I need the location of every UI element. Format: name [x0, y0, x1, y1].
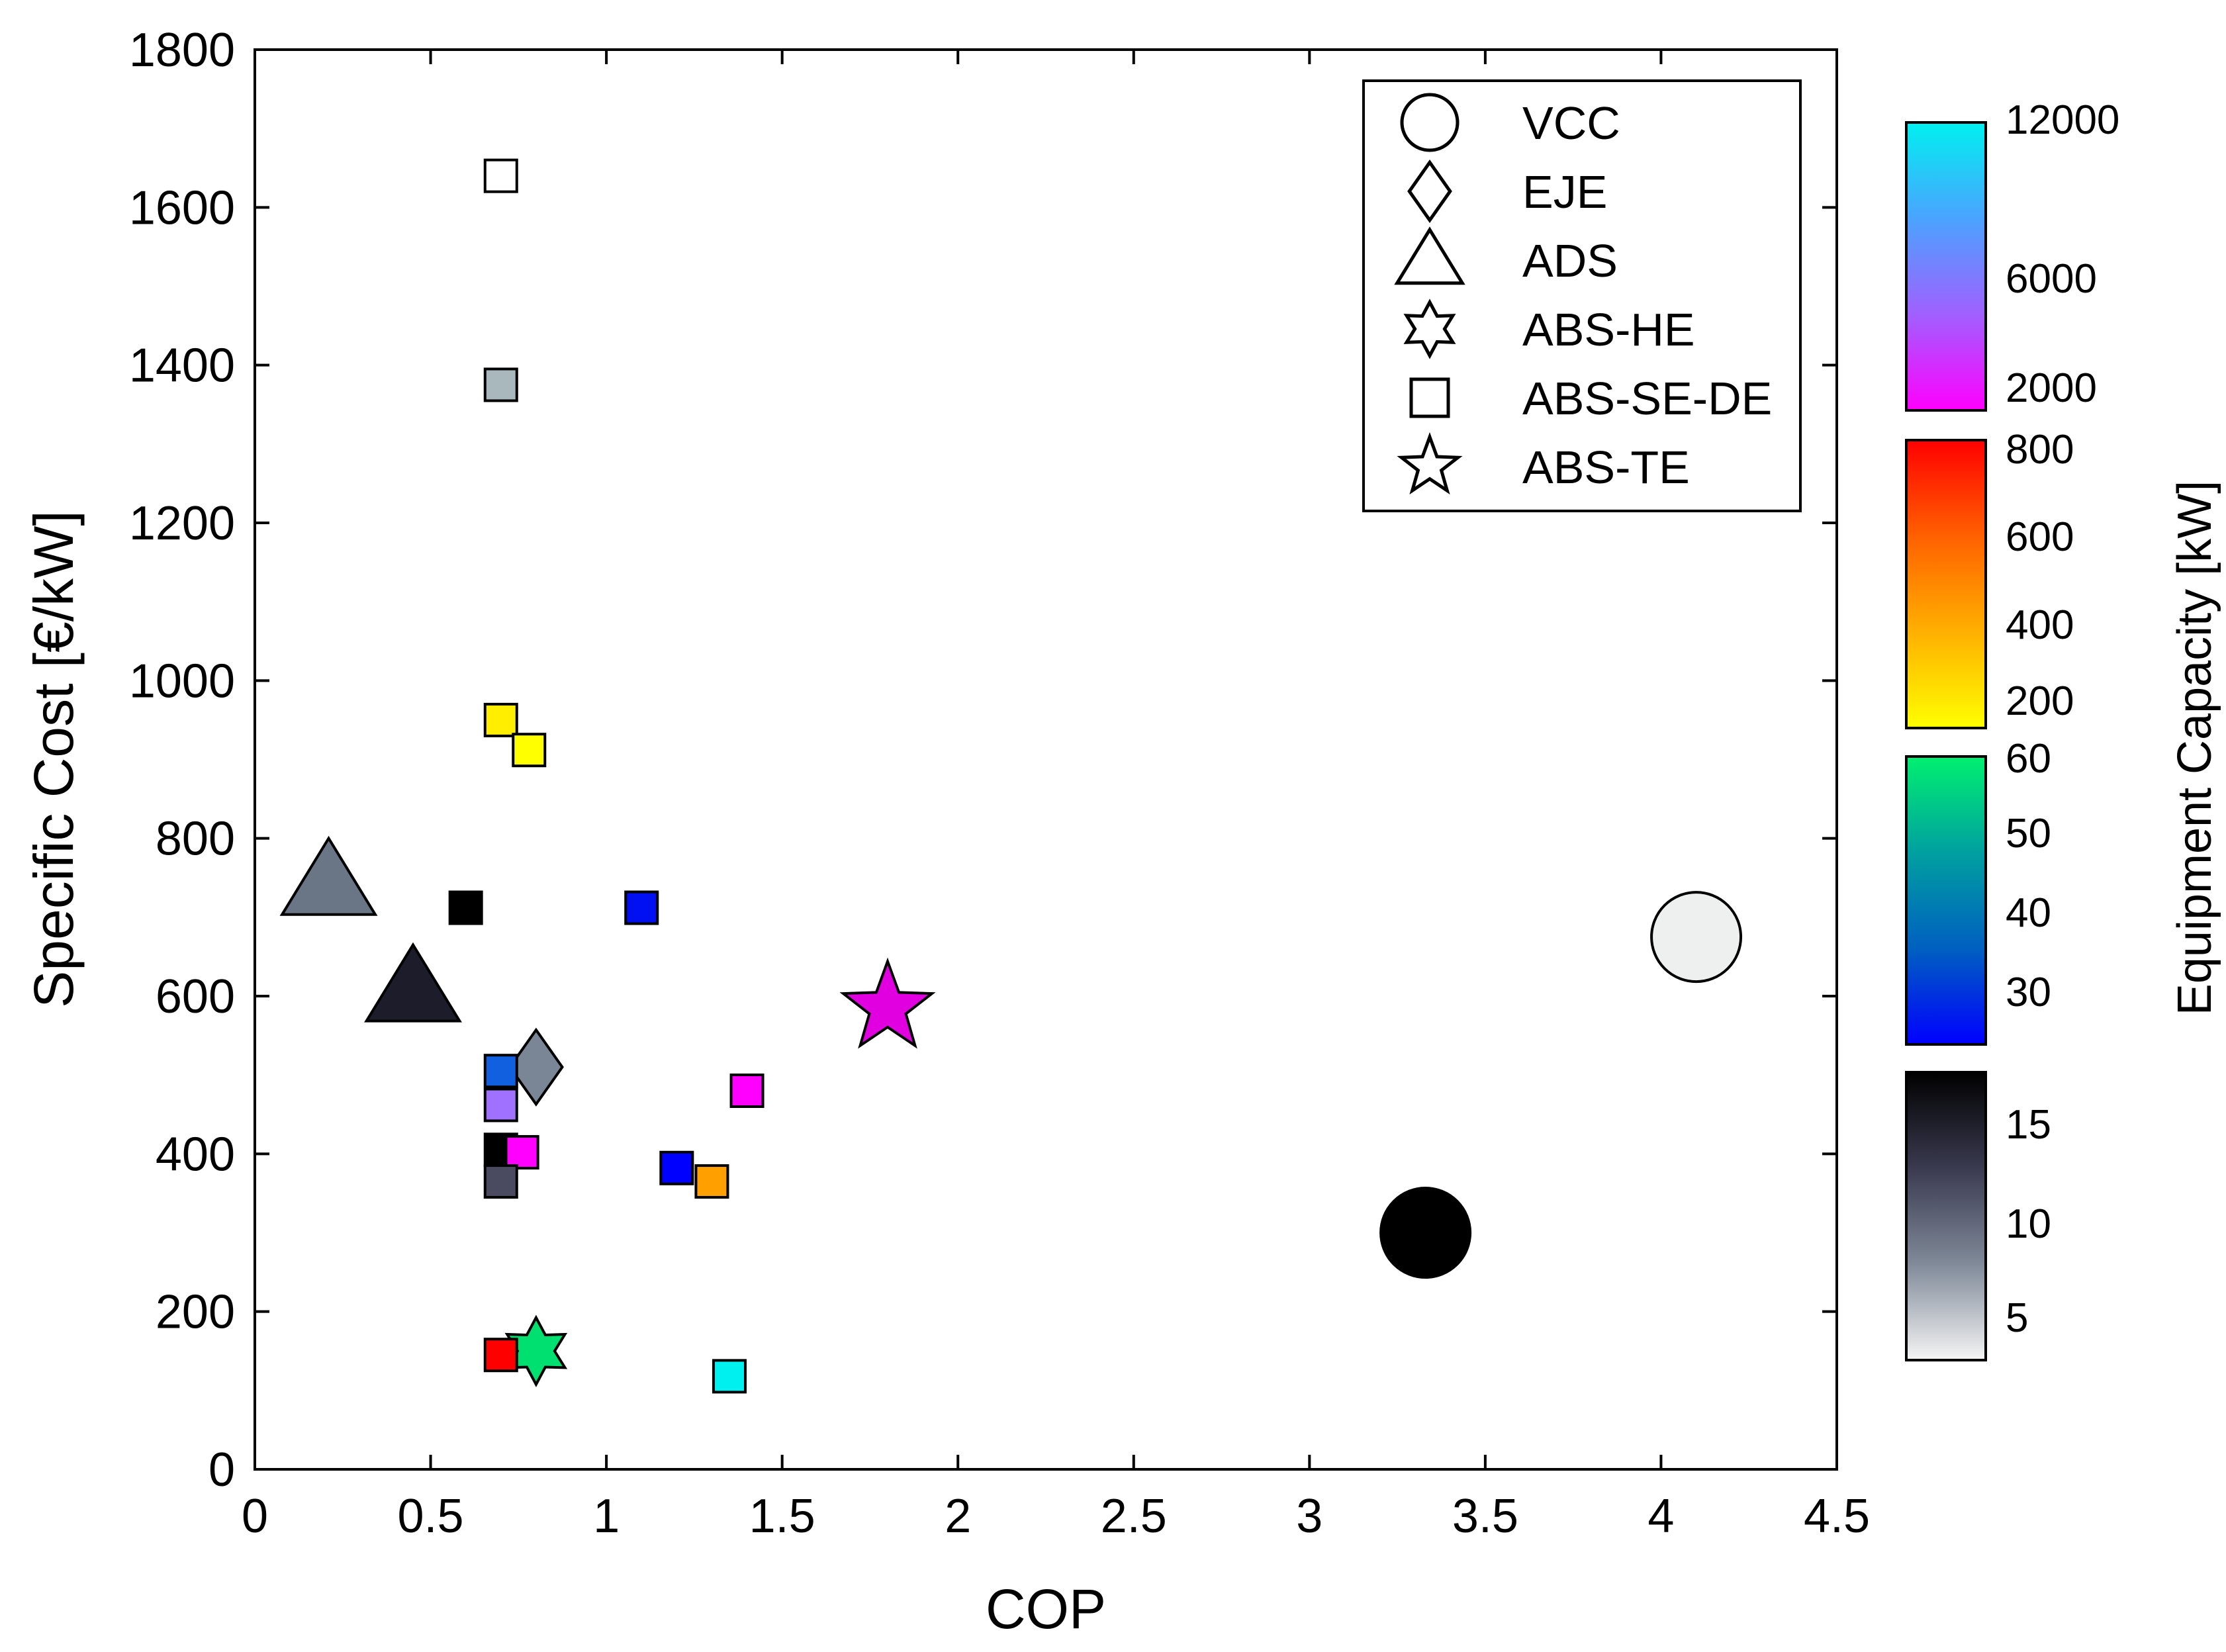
y-tick-label: 200 [156, 1286, 235, 1339]
x-tick-label: 4 [1647, 1490, 1674, 1543]
colorbar-tick-label: 5 [2006, 1295, 2028, 1341]
legend-label: ABS-HE [1522, 304, 1695, 355]
y-tick-label: 1000 [129, 655, 235, 708]
x-tick-label: 3.5 [1452, 1490, 1518, 1543]
legend-marker-abs-se-de [1409, 377, 1450, 418]
legend-marker-eje [1407, 159, 1452, 224]
colorbar-tick-label: 400 [2006, 602, 2074, 648]
colorbar: 12000 6000 2000 800 600 400 200 60 50 40 30 15 10 5 [1905, 97, 2119, 1361]
colorbar-tick-label: 6000 [2006, 256, 2097, 302]
colorbar-tick-label: 12000 [2006, 97, 2119, 143]
colorbar-segment-small [1905, 1071, 1987, 1361]
legend-label: ABS-TE [1522, 441, 1690, 493]
x-tick-label: 2.5 [1101, 1490, 1167, 1543]
y-tick-label: 0 [209, 1444, 235, 1496]
data-point-abs-se-de [712, 1359, 747, 1394]
legend-label: VCC [1522, 97, 1620, 149]
x-tick-label: 1 [593, 1490, 620, 1543]
legend-marker-ads [1394, 226, 1465, 285]
colorbar-tick-label: 60 [2006, 736, 2051, 782]
legend: VCC EJE ADS ABS-HE ABS-SE-DE ABS-TE [1362, 79, 1802, 512]
data-point-abs-se-de [483, 158, 518, 193]
colorbar-segment-low [1905, 755, 1987, 1046]
colorbar-title: Equipment Capacity [kW] [2168, 481, 2221, 1015]
colorbar-segment-medium [1905, 439, 1987, 729]
data-point-abs-se-de [483, 1087, 518, 1123]
y-tick-label: 1800 [129, 24, 235, 77]
colorbar-tick-label: 15 [2006, 1102, 2051, 1148]
data-point-abs-se-de [483, 1164, 518, 1199]
data-point-abs-se-de [694, 1164, 729, 1199]
colorbar-tick-label: 2000 [2006, 365, 2097, 411]
data-point-abs-se-de [483, 702, 518, 737]
y-axis-title: Specific Cost [€/kW] [23, 510, 85, 1008]
colorbar-tick-label: 200 [2006, 678, 2074, 724]
x-tick-label: 3 [1296, 1490, 1322, 1543]
x-tick-label: 0.5 [398, 1490, 464, 1543]
colorbar-tick-label: 50 [2006, 811, 2051, 856]
data-point-eje [508, 1027, 564, 1107]
colorbar-tick-label: 800 [2006, 427, 2074, 473]
data-point-abs-se-de [512, 733, 547, 768]
x-tick-label: 1.5 [749, 1490, 815, 1543]
legend-box [1362, 79, 1802, 512]
data-point-abs-se-de [483, 1054, 518, 1089]
legend-label: ABS-SE-DE [1522, 373, 1772, 424]
colorbar-tick-label: 10 [2006, 1201, 2051, 1247]
data-point-abs-se-de [624, 890, 659, 925]
colorbar-segment-high [1905, 121, 1987, 412]
legend-items: VCC EJE ADS ABS-HE ABS-SE-DE ABS-TE [1394, 93, 1772, 495]
colorbar-tick-label: 600 [2006, 514, 2074, 560]
colorbar-tick-label: 40 [2006, 890, 2051, 936]
legend-label: ADS [1522, 235, 1618, 287]
y-tick-label: 600 [156, 970, 235, 1023]
data-point-abs-he [504, 1314, 568, 1387]
y-tick-label: 800 [156, 813, 235, 866]
data-point-vcc [1379, 1187, 1472, 1279]
data-point-abs-se-de [448, 890, 483, 925]
legend-marker-abs-te [1397, 432, 1463, 495]
data-point-vcc [1650, 891, 1743, 984]
data-point-abs-se-de [483, 1338, 518, 1373]
data-point-abs-se-de [504, 1134, 539, 1170]
x-tick-label: 2 [945, 1490, 971, 1543]
data-point-abs-se-de [659, 1150, 694, 1185]
y-tick-label: 1400 [129, 340, 235, 392]
legend-marker-abs-he [1403, 298, 1456, 359]
colorbar-tick-label: 30 [2006, 970, 2051, 1015]
x-tick-label: 0 [242, 1490, 268, 1543]
legend-label: EJE [1522, 166, 1607, 218]
data-point-ads [364, 942, 462, 1023]
data-point-abs-se-de [483, 367, 518, 402]
x-tick-label: 4.5 [1804, 1490, 1870, 1543]
x-axis-title: COP [986, 1578, 1106, 1640]
axis-ticks: 0 0.5 1 1.5 2 2.5 3 3.5 4 4.5 0 200 400 600 800 1000 120… [129, 24, 1870, 1543]
y-tick-label: 1600 [129, 181, 235, 234]
data-point-abs-se-de [729, 1074, 765, 1108]
y-tick-label: 1200 [129, 497, 235, 550]
data-marks [279, 158, 1743, 1394]
data-point-ads [279, 835, 378, 916]
legend-marker-vcc [1400, 93, 1460, 152]
y-tick-label: 400 [156, 1128, 235, 1181]
data-point-abs-te [839, 957, 936, 1049]
